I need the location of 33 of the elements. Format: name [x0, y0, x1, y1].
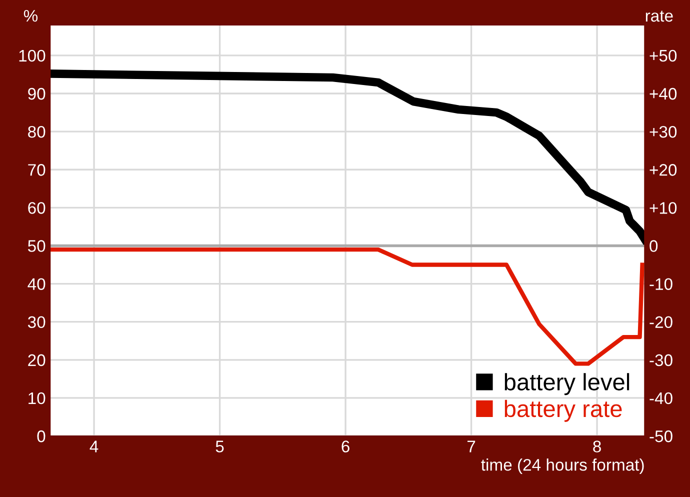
- y2-tick-label: -20: [650, 316, 672, 328]
- y-tick-label: 80: [28, 126, 46, 138]
- y2-tick-label: 0: [650, 240, 658, 252]
- y-tick-label: 60: [28, 202, 46, 214]
- legend-label: battery level: [504, 373, 630, 396]
- y-axis-title: %: [24, 10, 38, 22]
- y2-tick-label: -50: [650, 430, 672, 442]
- y2-tick-label: +50: [650, 50, 677, 62]
- y-tick-label: 50: [28, 240, 46, 252]
- y-tick-label: 70: [28, 164, 46, 176]
- y2-tick-label: -10: [650, 278, 672, 290]
- y2-tick-label: +30: [650, 126, 677, 138]
- legend-label: battery rate: [504, 400, 622, 422]
- y-tick-label: 0: [37, 430, 46, 442]
- y2-tick-label: -30: [650, 354, 672, 366]
- x-tick-label: 8: [593, 440, 601, 452]
- y2-tick-label: +40: [650, 88, 677, 100]
- y-tick-label: 20: [28, 354, 46, 366]
- x-tick-label: 6: [342, 440, 350, 452]
- y-tick-label: 10: [28, 392, 46, 404]
- y2-axis-title: rate: [646, 10, 673, 22]
- y-tick-label: 90: [28, 88, 46, 100]
- y2-tick-label: +10: [650, 202, 677, 214]
- y2-tick-label: +20: [650, 164, 677, 176]
- x-axis-title: time (24 hours format): [481, 458, 644, 474]
- line-series: [50, 247, 644, 366]
- y2-tick-label: -40: [650, 392, 672, 404]
- y-tick-label: 40: [28, 278, 46, 290]
- x-tick-label: 7: [467, 440, 476, 452]
- x-tick-label: 4: [90, 440, 98, 452]
- y-tick-label: 30: [28, 316, 46, 328]
- y-tick-label: 100: [19, 50, 46, 62]
- x-tick-label: 5: [216, 440, 224, 452]
